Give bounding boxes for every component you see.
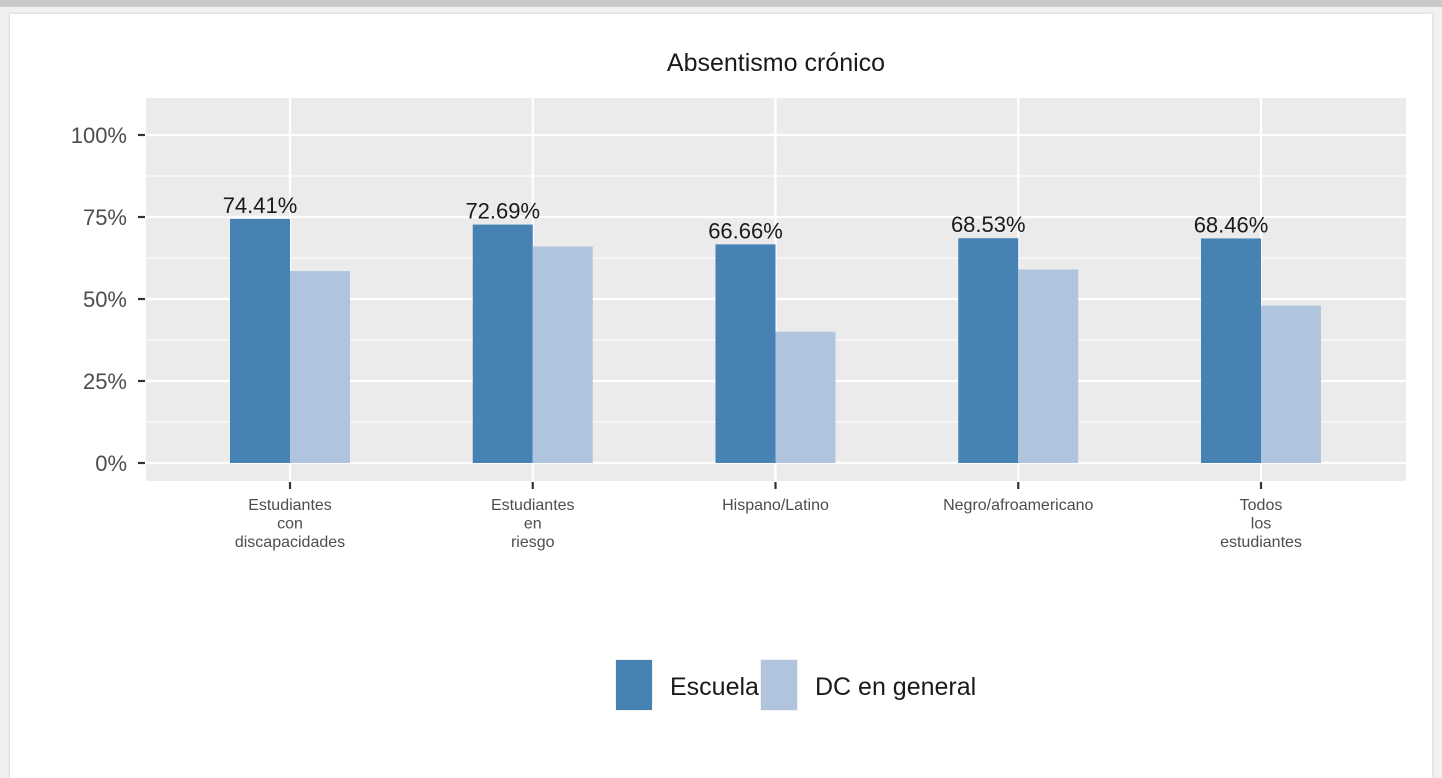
x-tick-label: con: [277, 516, 303, 533]
y-tick-label: 0%: [95, 451, 127, 476]
data-label: 72.69%: [465, 199, 540, 224]
chart-title: Absentismo crónico: [667, 49, 885, 77]
x-tick-label: los: [1251, 516, 1271, 533]
legend-label: DC en general: [815, 673, 976, 701]
bar-escuela: [958, 238, 1019, 463]
y-axis: 0% 25% 50% 75% 100%: [71, 123, 145, 476]
bar-dc-en-general: [290, 271, 350, 463]
bar-dc-en-general: [1261, 305, 1321, 463]
x-tick-label: en: [524, 516, 542, 533]
y-tick-label: 25%: [83, 369, 127, 394]
chart: Absentismo crónico 74.41% 72.69% 66.66% 68.…: [71, 49, 1406, 711]
bar-escuela: [230, 218, 290, 463]
bar-escuela: [715, 244, 776, 463]
x-tick-label: Negro/afroamericano: [943, 497, 1093, 514]
bar-escuela: [472, 224, 533, 463]
data-label: 66.66%: [708, 218, 783, 243]
x-tick-label: Estudiantes: [248, 497, 332, 514]
x-tick-label: discapacidades: [235, 534, 345, 551]
legend-label: Escuela: [670, 673, 759, 701]
data-label: 68.46%: [1194, 212, 1269, 237]
x-tick-label: Hispano/Latino: [722, 497, 829, 514]
y-tick-label: 75%: [83, 205, 127, 230]
data-labels: 74.41% 72.69% 66.66% 68.53% 68.46%: [223, 193, 1269, 243]
bar-escuela: [1201, 238, 1261, 463]
y-tick-label: 50%: [83, 287, 127, 312]
x-tick-label: Todos: [1240, 497, 1283, 514]
data-label: 74.41%: [223, 193, 298, 218]
data-label: 68.53%: [951, 212, 1026, 237]
bar-dc-en-general: [1018, 269, 1079, 463]
x-tick-label: Estudiantes: [491, 497, 575, 514]
legend: Escuela DC en general: [615, 659, 976, 711]
legend-swatch: [616, 660, 652, 710]
legend-swatch: [761, 660, 797, 710]
chart-card: Absentismo crónico 74.41% 72.69% 66.66% 68.…: [10, 14, 1432, 778]
x-tick-label: estudiantes: [1220, 534, 1302, 551]
y-tick-label: 100%: [71, 123, 127, 148]
bar-dc-en-general: [775, 331, 836, 463]
x-tick-label: riesgo: [511, 534, 555, 551]
top-bar: [0, 0, 1442, 7]
bars: [230, 218, 1321, 463]
bar-dc-en-general: [532, 246, 593, 463]
